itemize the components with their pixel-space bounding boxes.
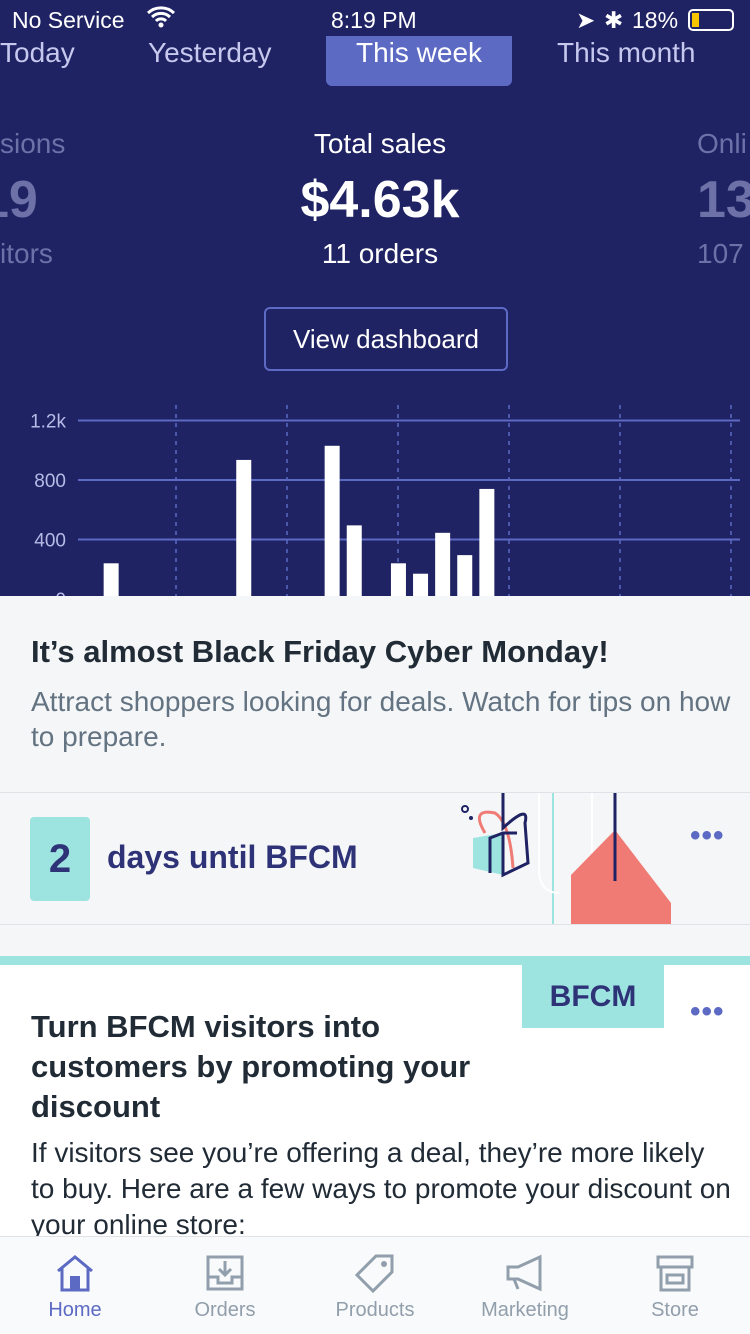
- nav-label: Marketing: [481, 1299, 569, 1321]
- promo-title: It’s almost Black Friday Cyber Monday!: [31, 634, 609, 669]
- nav-label: Home: [48, 1299, 102, 1321]
- tab-this-week[interactable]: This week: [326, 36, 512, 86]
- chart-bar: [435, 532, 451, 596]
- megaphone-icon: [506, 1254, 542, 1292]
- chart-bar: [457, 555, 473, 596]
- home-icon: [57, 1255, 93, 1292]
- chart-bar: [390, 563, 406, 596]
- y-tick-label: 1.2k: [30, 412, 66, 433]
- tip-card[interactable]: BFCM ••• Turn BFCM visitors into custome…: [0, 956, 750, 1246]
- metric-sub: itors: [0, 238, 53, 269]
- battery-icon: [688, 9, 734, 31]
- metric-value: $4.63k: [300, 171, 460, 229]
- clock: 8:19 PM: [331, 7, 417, 33]
- tab-yesterday[interactable]: Yesterday: [148, 37, 272, 68]
- bfcm-promo-card[interactable]: It’s almost Black Friday Cyber Monday! A…: [0, 596, 750, 792]
- tab-today[interactable]: Today: [0, 37, 75, 68]
- nav-label: Store: [651, 1299, 699, 1321]
- metric-value: 13: [697, 171, 750, 229]
- nav-orders[interactable]: Orders: [150, 1237, 300, 1322]
- analytics-header: No Service 8:19 PM ➤ ✱ 18% Today Yesterd…: [0, 0, 750, 596]
- nav-label: Products: [335, 1299, 415, 1321]
- store-icon: [656, 1255, 694, 1292]
- nav-store[interactable]: Store: [600, 1237, 750, 1322]
- nav-label: Orders: [194, 1299, 256, 1321]
- tip-text: If visitors see you’re offering a deal, …: [31, 1137, 731, 1240]
- metric-sub: 11 orders: [321, 238, 439, 269]
- carrier: No Service: [12, 7, 125, 33]
- location-icon: ➤: [576, 7, 596, 33]
- sales-chart: 1.2k 800 400 0: [30, 405, 740, 596]
- total-sales-metric[interactable]: Total sales $4.63k 11 orders: [230, 128, 530, 270]
- chart-bar: [413, 573, 429, 596]
- nav-home[interactable]: Home: [0, 1237, 150, 1322]
- wifi-icon: [146, 6, 176, 34]
- online-metric[interactable]: Onli 13 107: [697, 128, 750, 270]
- chart-bar: [346, 525, 362, 596]
- chart-bar: [479, 488, 495, 596]
- more-options-button[interactable]: •••: [690, 995, 725, 1028]
- y-tick-label: 0: [55, 590, 66, 596]
- gift-illustration: [461, 793, 671, 924]
- sessions-metric[interactable]: sions 19 itors: [0, 128, 70, 270]
- chart-bar: [236, 459, 252, 596]
- nav-marketing[interactable]: Marketing: [450, 1237, 600, 1322]
- metric-value: 19: [0, 171, 38, 229]
- tab-this-month[interactable]: This month: [557, 37, 696, 68]
- bfcm-badge: BFCM: [522, 965, 664, 1028]
- metric-label: sions: [0, 128, 66, 159]
- y-tick-label: 800: [34, 471, 66, 492]
- y-tick-label: 400: [34, 531, 66, 552]
- view-dashboard-button[interactable]: View dashboard: [264, 307, 508, 371]
- tag-icon: [354, 1254, 394, 1293]
- status-bar: No Service 8:19 PM ➤ ✱ 18%: [0, 0, 750, 40]
- bottom-tab-bar: Home Orders Products Marketing Store: [0, 1236, 750, 1334]
- chart-bar: [324, 445, 340, 596]
- countdown-label: days until BFCM: [107, 839, 358, 875]
- more-options-button[interactable]: •••: [690, 819, 725, 852]
- promo-text: Attract shoppers looking for deals. Watc…: [31, 686, 731, 752]
- countdown-number: 2: [30, 817, 90, 901]
- chart-bar: [103, 563, 119, 596]
- metric-label: Onli: [697, 128, 747, 159]
- orders-icon: [206, 1255, 244, 1291]
- tip-title: Turn BFCM visitors into customers by pro…: [31, 1009, 471, 1124]
- countdown-card[interactable]: 2 days until BFCM •••: [0, 792, 750, 925]
- metric-sub: 107: [697, 238, 744, 269]
- metric-label: Total sales: [313, 128, 447, 159]
- bluetooth-icon: ✱: [604, 7, 624, 33]
- battery-percent: 18%: [632, 7, 679, 33]
- nav-products[interactable]: Products: [300, 1237, 450, 1322]
